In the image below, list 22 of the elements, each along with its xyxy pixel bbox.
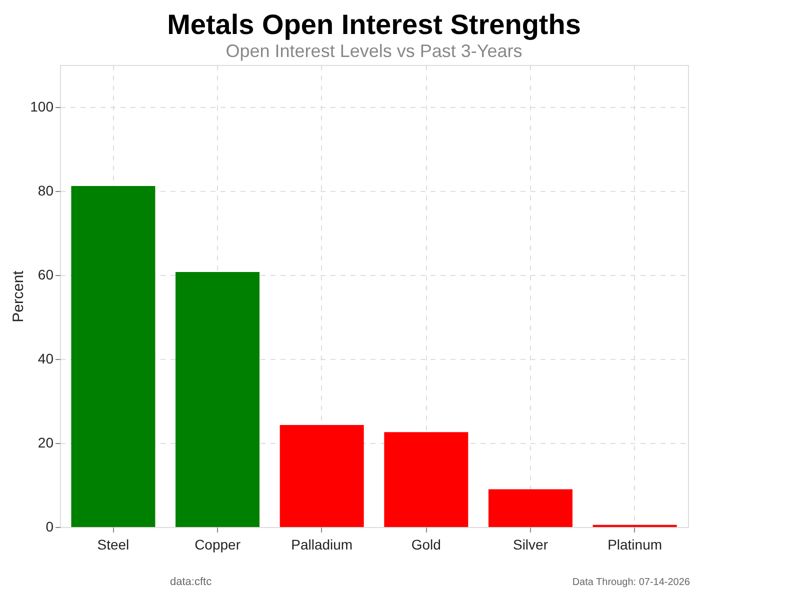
bar	[280, 424, 364, 527]
y-tick-label: 80	[38, 182, 54, 198]
chart-title: Metals Open Interest Strengths	[167, 9, 581, 40]
x-tick-label: Gold	[411, 536, 441, 552]
chart-subtitle: Open Interest Levels vs Past 3-Years	[226, 41, 522, 61]
y-tick-label: 20	[38, 434, 54, 450]
y-tick-label: 0	[46, 518, 54, 534]
x-tick-label: Silver	[512, 536, 548, 552]
x-tick-label: Steel	[97, 536, 130, 552]
y-tick-label: 100	[30, 98, 54, 114]
bar	[384, 432, 468, 527]
y-axis-title: Percent	[10, 270, 28, 322]
bar	[488, 489, 572, 527]
x-tick-label: Palladium	[291, 536, 353, 552]
text: Data Through: 07-14-2026	[572, 577, 690, 588]
y-tick-label: 60	[38, 266, 54, 282]
x-tick-label: Copper	[194, 536, 241, 552]
y-tick-label: 40	[38, 350, 54, 366]
bar	[71, 186, 156, 527]
x-tick-label: Platinum	[608, 536, 662, 552]
text: data:cftc	[170, 576, 212, 588]
bar	[176, 272, 260, 527]
